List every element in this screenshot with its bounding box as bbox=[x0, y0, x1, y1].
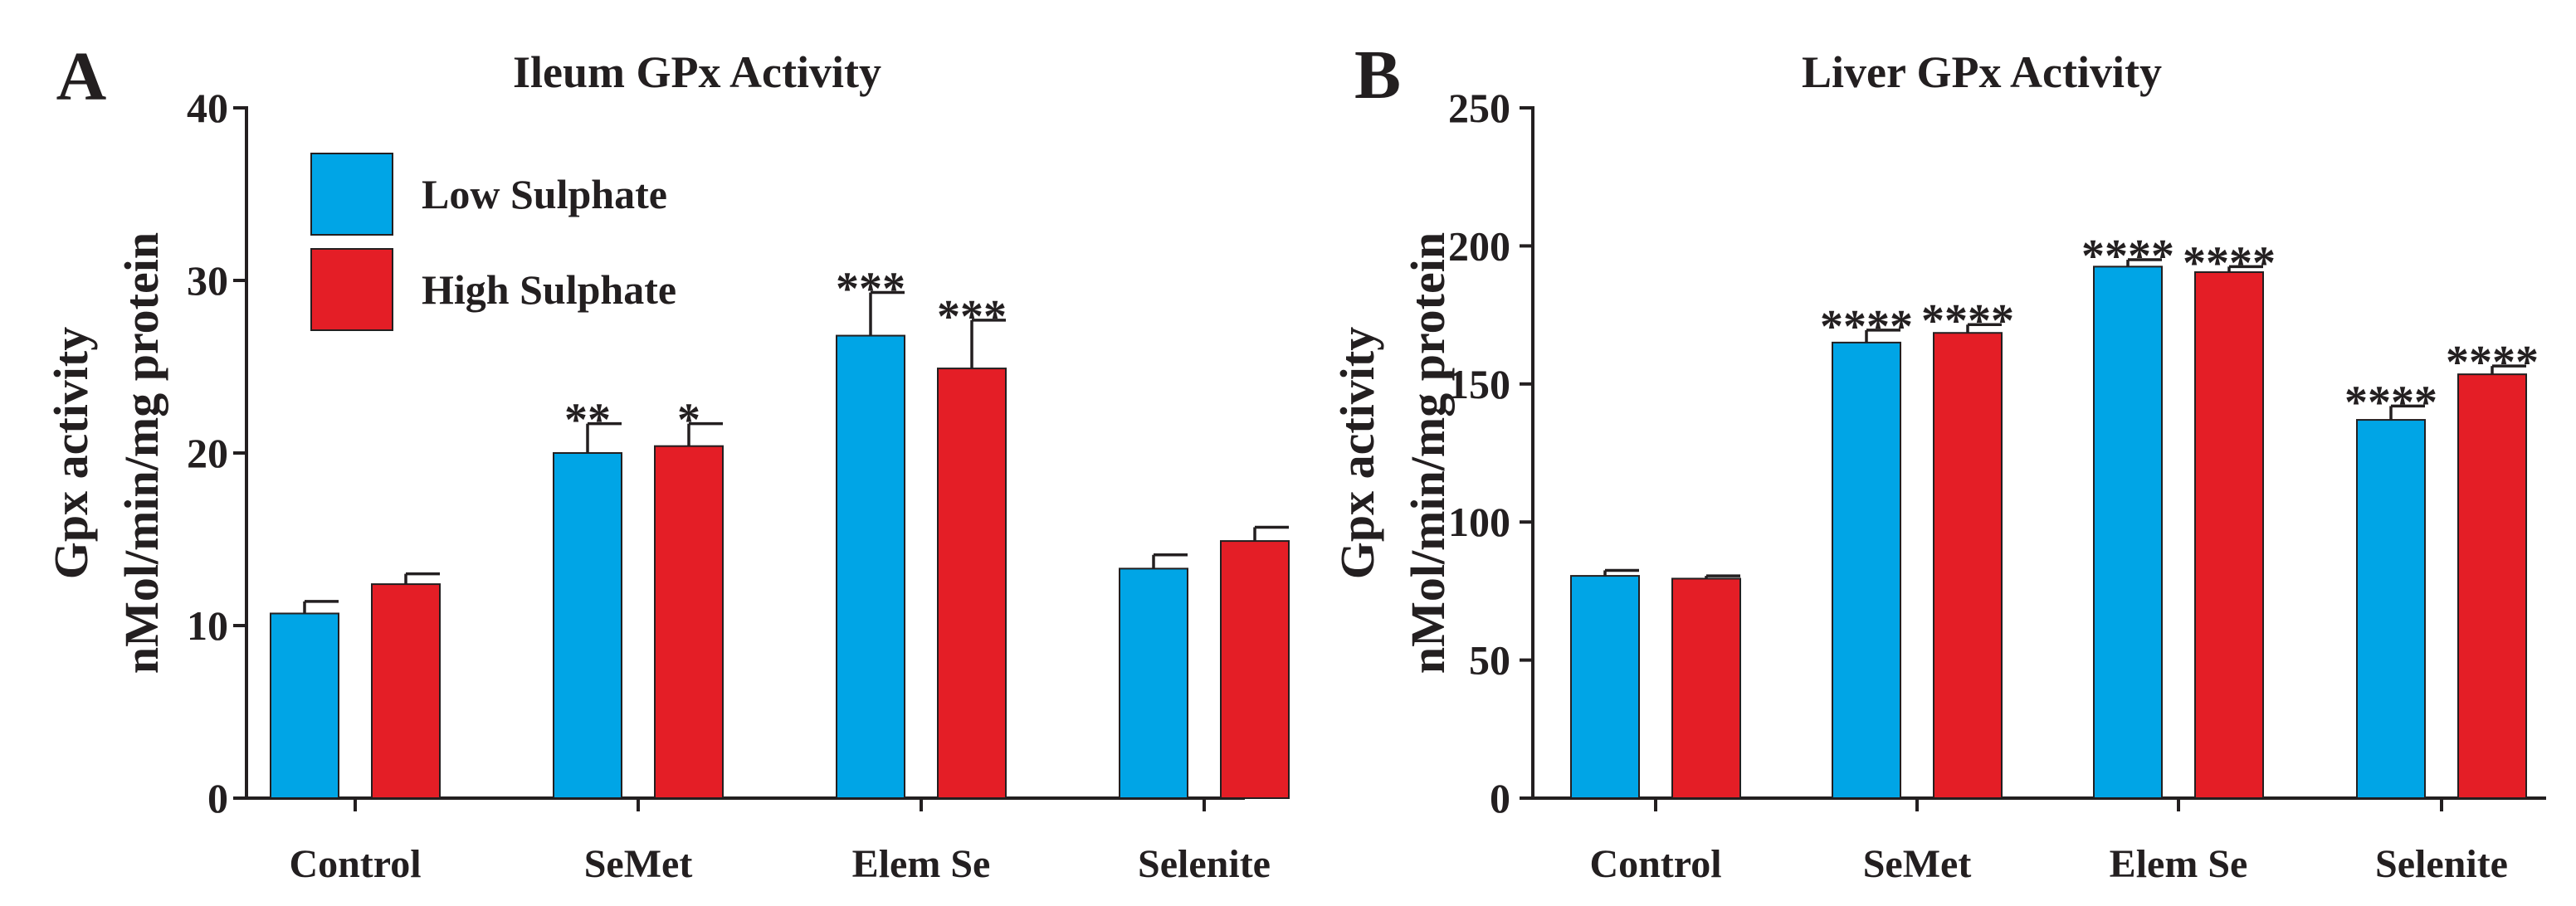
x-tick-label: Elem Se bbox=[2110, 842, 2248, 886]
x-tick-label: SeMet bbox=[1863, 842, 1972, 886]
legend-label: Low Sulphate bbox=[422, 171, 667, 217]
y-tick-label: 10 bbox=[187, 602, 228, 649]
chart-title: Liver GPx Activity bbox=[1802, 47, 2162, 97]
y-tick-label: 250 bbox=[1448, 85, 1510, 131]
legend: Low Sulphate High Sulphate bbox=[310, 153, 676, 331]
bar bbox=[553, 452, 622, 799]
significance-label: ** bbox=[564, 395, 611, 446]
significance-label: **** bbox=[1820, 301, 1913, 353]
bar bbox=[270, 612, 339, 799]
y-tick-label: 150 bbox=[1448, 361, 1510, 407]
bar bbox=[937, 368, 1007, 799]
significance-label: **** bbox=[2344, 377, 2437, 428]
y-tick-label: 200 bbox=[1448, 222, 1510, 269]
bar bbox=[1119, 567, 1188, 799]
legend-label: High Sulphate bbox=[422, 266, 676, 313]
y-axis-label-line2: nMol/min/mg protein bbox=[115, 232, 168, 674]
legend-swatch bbox=[310, 153, 393, 236]
bar bbox=[2356, 419, 2426, 799]
significance-label: **** bbox=[2446, 337, 2539, 388]
y-tick-label: 40 bbox=[187, 85, 228, 131]
x-tick-label: Control bbox=[289, 842, 421, 886]
y-axis-label-line2: nMol/min/mg protein bbox=[1401, 232, 1455, 674]
y-tick-label: 30 bbox=[187, 257, 228, 304]
significance-label: **** bbox=[2081, 231, 2174, 282]
panel-letter: B bbox=[1354, 37, 1401, 114]
x-tick-label: Selenite bbox=[2375, 842, 2508, 886]
bar bbox=[836, 334, 905, 799]
bar bbox=[1220, 540, 1290, 800]
significance-label: *** bbox=[937, 291, 1007, 343]
panel-letter: A bbox=[56, 38, 107, 115]
bar bbox=[371, 583, 441, 800]
y-axis-label-line1: Gpx activity bbox=[1330, 327, 1384, 579]
bar bbox=[1933, 332, 2003, 799]
y-tick-label: 0 bbox=[1490, 775, 1510, 821]
x-tick-label: Selenite bbox=[1138, 842, 1271, 886]
significance-label: **** bbox=[1921, 295, 2014, 347]
legend-swatch bbox=[310, 248, 393, 331]
bar bbox=[2194, 271, 2264, 799]
bar bbox=[1671, 577, 1741, 799]
y-axis-label-line1: Gpx activity bbox=[44, 327, 98, 579]
panel-a-ileum-chart: A Ileum GPx Activity Gpx activity nMol/min/… bbox=[44, 38, 1290, 886]
bar bbox=[1570, 575, 1640, 799]
significance-label: * bbox=[677, 395, 700, 446]
chart-title: Ileum GPx Activity bbox=[513, 47, 881, 97]
x-tick-label: Elem Se bbox=[852, 842, 991, 886]
x-tick-label: Control bbox=[1589, 842, 1721, 886]
significance-label: *** bbox=[836, 264, 905, 315]
y-tick-label: 0 bbox=[207, 775, 228, 821]
panel-b-liver-chart: B Liver GPx Activity Gpx activity nMol/min/… bbox=[1330, 37, 2546, 886]
bar bbox=[654, 445, 724, 799]
bar bbox=[2093, 265, 2163, 799]
bar bbox=[1832, 341, 1901, 799]
bar bbox=[2457, 373, 2527, 799]
significance-label: **** bbox=[2183, 237, 2276, 289]
y-tick-label: 20 bbox=[187, 430, 228, 476]
x-tick-label: SeMet bbox=[584, 842, 693, 886]
y-tick-label: 100 bbox=[1448, 499, 1510, 545]
y-tick-label: 50 bbox=[1469, 637, 1510, 684]
